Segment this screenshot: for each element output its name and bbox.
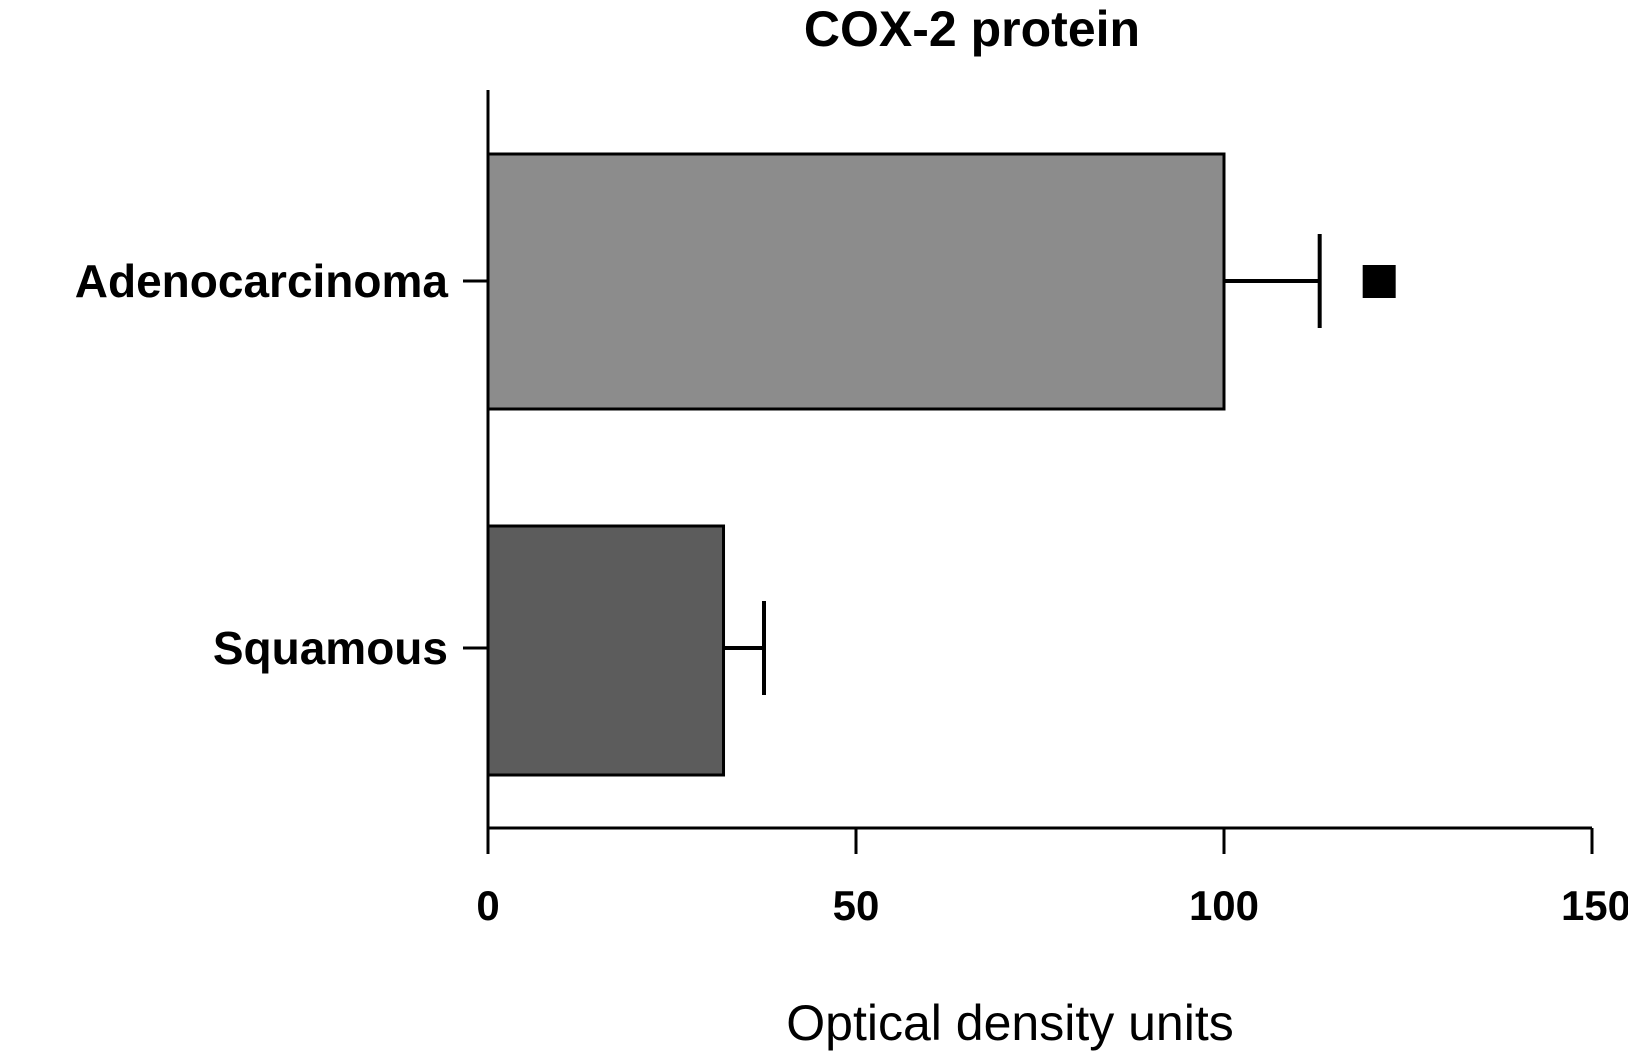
bar-adenocarcinoma <box>486 152 1226 411</box>
bar-squamous <box>486 524 726 777</box>
x-tick-label-0: 0 <box>476 882 499 929</box>
x-tick-label-50: 50 <box>833 882 880 929</box>
bars-layer <box>486 152 1226 777</box>
error-bars-layer <box>723 234 1322 695</box>
annotation-markers-layer <box>1362 265 1396 298</box>
significance-marker <box>1362 265 1396 298</box>
x-axis-label: Optical density units <box>786 995 1233 1051</box>
ticks-layer: 0 50 100 150 <box>463 279 1628 929</box>
category-label-squamous: Squamous <box>213 622 448 674</box>
x-tick-label-150: 150 <box>1561 882 1628 929</box>
category-labels-layer: Adenocarcinoma Squamous <box>75 255 449 674</box>
x-tick-label-100: 100 <box>1189 882 1259 929</box>
category-label-adenocarcinoma: Adenocarcinoma <box>75 255 449 307</box>
axes-layer <box>486 90 1592 830</box>
chart-title: COX-2 protein <box>804 1 1140 57</box>
